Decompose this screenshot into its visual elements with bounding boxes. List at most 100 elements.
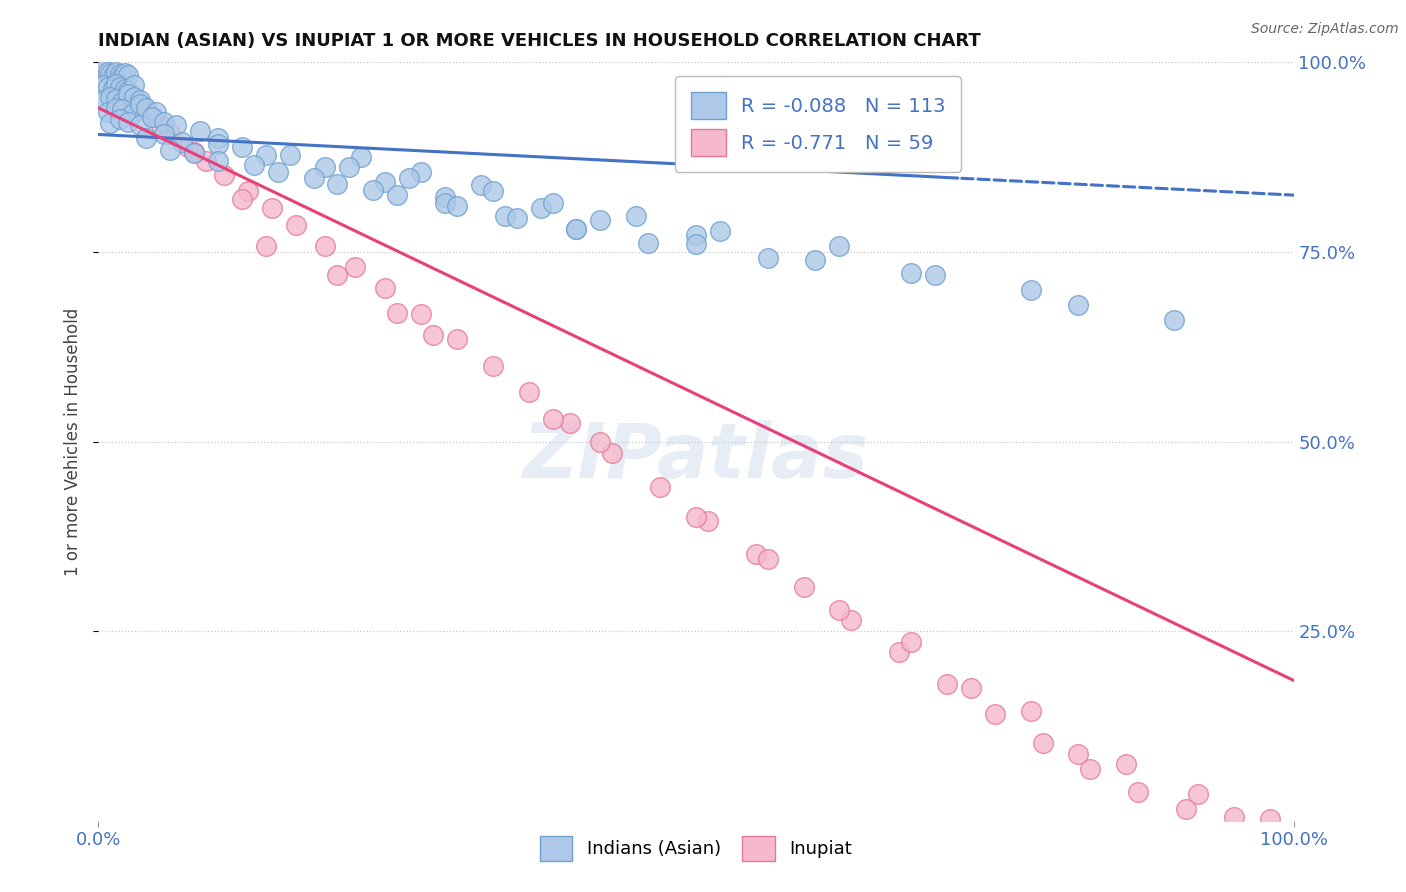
Point [541,195,564,210]
Point [385,305,409,319]
Point [1032,736,1054,750]
Point [108,78,131,92]
Point [1223,810,1246,824]
Point [153,114,176,128]
Point [105,74,128,88]
Point [121,107,143,121]
Point [105,101,128,115]
Point [141,110,163,124]
Point [195,153,218,168]
Point [114,82,136,96]
Point [231,192,253,206]
Point [135,101,157,115]
Point [506,211,529,225]
Point [207,131,229,145]
Point [97,104,120,119]
Point [212,168,235,182]
Point [207,137,229,152]
Point [129,97,152,112]
Point [756,251,779,265]
Point [117,84,139,98]
Point [374,175,396,189]
Text: ZIPatlas: ZIPatlas [523,420,869,493]
Point [111,95,134,109]
Point [936,677,959,691]
Point [626,209,648,223]
Point [129,118,152,132]
Point [804,252,827,267]
Point [108,112,131,127]
Point [470,178,492,193]
Point [149,118,172,132]
Point [177,140,200,154]
Point [117,68,139,82]
Point [98,116,122,130]
Point [93,62,115,77]
Text: Source: ZipAtlas.com: Source: ZipAtlas.com [1251,22,1399,37]
Point [560,416,582,430]
Point [231,140,253,154]
Point [565,222,588,236]
Point [517,385,540,400]
Text: INDIAN (ASIAN) VS INUPIAT 1 OR MORE VEHICLES IN HOUSEHOLD CORRELATION CHART: INDIAN (ASIAN) VS INUPIAT 1 OR MORE VEHI… [98,32,981,50]
Point [697,514,720,528]
Point [900,635,922,649]
Point [254,148,277,162]
Point [302,170,325,185]
Point [828,603,851,617]
Point [1175,802,1198,816]
Point [111,69,134,83]
Point [494,209,516,223]
Point [339,160,361,174]
Point [745,547,768,561]
Point [124,90,146,104]
Point [183,146,205,161]
Point [481,184,505,198]
Point [111,103,134,117]
Point [398,170,420,185]
Point [685,510,707,524]
Point [756,552,779,566]
Point [637,235,659,250]
Point [105,77,128,91]
Point [685,228,707,243]
Point [326,177,349,191]
Point [101,69,124,83]
Point [1163,313,1185,327]
Point [434,195,457,210]
Point [350,150,373,164]
Point [344,260,367,275]
Point [97,67,120,81]
Point [1067,298,1090,312]
Point [254,239,277,253]
Point [108,79,131,94]
Point [124,95,146,109]
Point [446,332,468,346]
Point [828,239,851,253]
Point [159,143,181,157]
Point [260,201,283,215]
Point [422,328,444,343]
Point [446,199,468,213]
Point [565,222,588,236]
Point [97,64,120,78]
Point [135,131,157,145]
Point [363,183,385,197]
Point [267,165,290,179]
Point [153,128,176,142]
Point [117,87,139,102]
Point [1258,812,1281,826]
Point [685,237,707,252]
Point [889,645,911,659]
Point [541,412,564,426]
Point [589,213,612,227]
Point [900,266,922,280]
Point [1128,785,1150,799]
Point [98,89,122,103]
Point [97,79,120,94]
Point [1067,747,1090,761]
Point [145,104,167,119]
Point [117,114,139,128]
Point [385,188,409,202]
Point [434,190,457,204]
